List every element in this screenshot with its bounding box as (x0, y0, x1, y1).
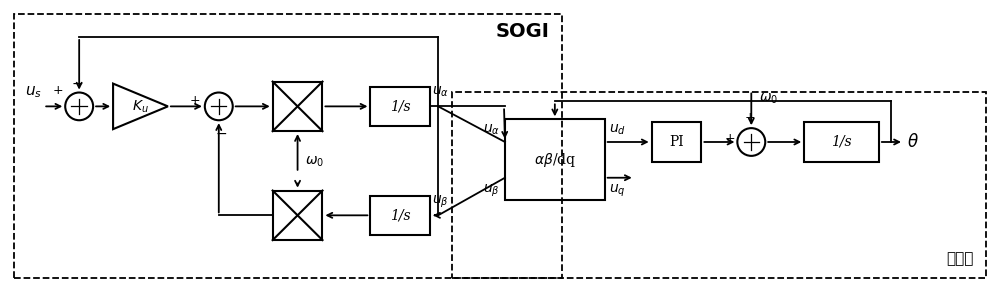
Bar (14, 14, 562, 278)
Text: $u_q$: $u_q$ (609, 183, 625, 199)
Text: 锁相环: 锁相环 (946, 251, 974, 266)
Text: $+$: $+$ (724, 132, 735, 145)
Text: 1/s: 1/s (831, 135, 852, 149)
Text: $K_u$: $K_u$ (132, 98, 149, 115)
Text: $\theta$: $\theta$ (907, 133, 919, 151)
Text: $+$: $+$ (744, 111, 755, 124)
Text: $u_\alpha$: $u_\alpha$ (483, 123, 500, 137)
Text: $u_\beta$: $u_\beta$ (432, 194, 449, 210)
Text: $+$: $+$ (189, 94, 200, 107)
Text: $u_s$: $u_s$ (25, 85, 42, 100)
Bar (804, 122, 879, 162)
Bar (273, 81, 322, 131)
Text: $-$: $-$ (215, 126, 227, 140)
Text: $u_d$: $u_d$ (609, 123, 626, 137)
Bar (370, 196, 430, 235)
Bar (370, 86, 430, 126)
Text: $u_\beta$: $u_\beta$ (483, 183, 500, 199)
Text: $+$: $+$ (52, 84, 63, 97)
Bar (452, 92, 986, 278)
Text: 1/s: 1/s (390, 100, 411, 113)
Bar (652, 122, 701, 162)
Text: $u_\alpha$: $u_\alpha$ (432, 85, 449, 100)
Text: $-$: $-$ (71, 76, 83, 90)
Text: 1/s: 1/s (390, 208, 411, 222)
Text: PI: PI (669, 135, 684, 149)
Text: $\omega_0$: $\omega_0$ (305, 155, 324, 169)
Bar (505, 119, 605, 200)
Text: $\omega_0$: $\omega_0$ (759, 92, 778, 106)
Bar (273, 191, 322, 240)
Text: $\alpha\beta$/dq: $\alpha\beta$/dq (534, 151, 576, 169)
Text: SOGI: SOGI (496, 22, 550, 41)
